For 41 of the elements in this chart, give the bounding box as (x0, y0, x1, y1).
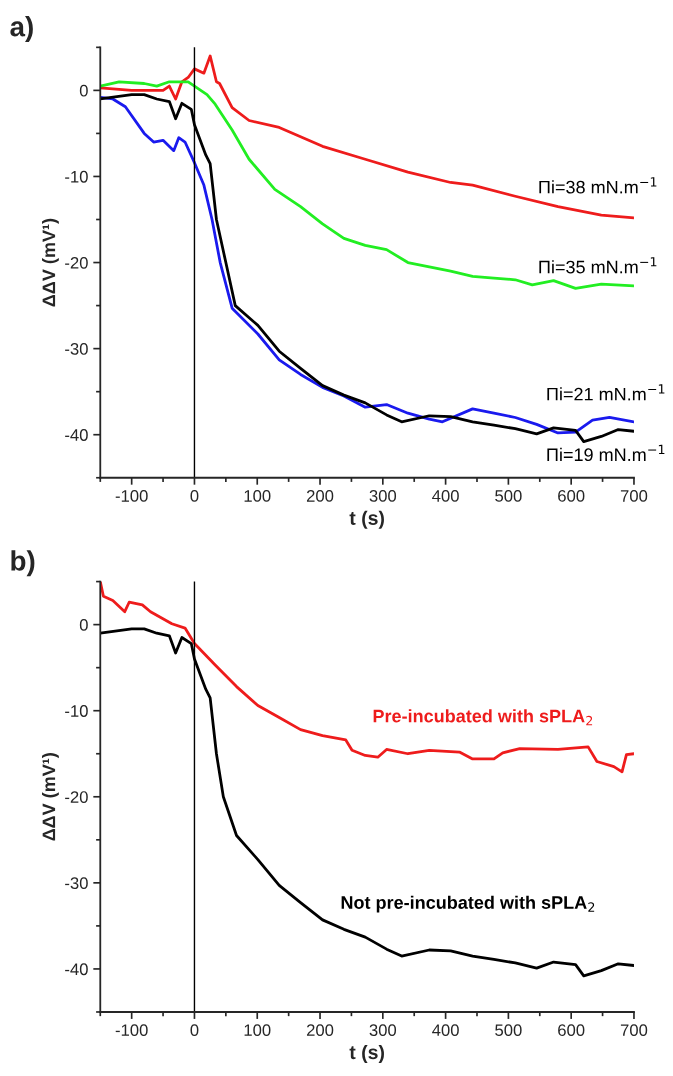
x-tick-label: 200 (306, 489, 334, 502)
y-tick-label: -10 (65, 170, 88, 183)
y-tick-label: -10 (65, 705, 88, 717)
x-tick-label: 0 (190, 489, 199, 502)
x-tick-label: 400 (432, 489, 459, 502)
chart-title: a) (10, 16, 33, 42)
x-axis-title: t (s) (349, 1044, 384, 1063)
line-series (100, 581, 634, 774)
y-tick-label: -30 (65, 877, 88, 890)
x-tick-label: 600 (558, 1024, 585, 1037)
y-tick-label: -20 (65, 791, 88, 803)
y-tick-label: -40 (65, 429, 88, 441)
x-tick-label: 200 (306, 1024, 334, 1037)
y-axis-title: ΔΔV (mV¹) (42, 753, 59, 841)
chart-title: b) (11, 550, 35, 577)
series-label: Pre-incubated with sPLA$_{2}$ (373, 709, 593, 726)
x-tick-label: 0 (190, 1024, 199, 1037)
x-tick-label: 500 (495, 489, 522, 502)
x-axis-title: t (s) (349, 510, 384, 529)
series-label: Πi=35 mN.m$^{−1}$ (539, 257, 657, 274)
x-tick-label: 700 (620, 1024, 648, 1037)
y-tick-label: 0 (79, 84, 88, 97)
y-tick-label: -20 (65, 256, 88, 269)
x-tick-label: 300 (369, 1024, 397, 1037)
y-tick-label: -30 (65, 343, 88, 355)
series-label: Not pre-incubated with sPLA$_{2}$ (341, 895, 595, 913)
x-tick-label: 300 (369, 489, 397, 502)
y-tick-label: 0 (79, 619, 88, 631)
y-axis-title: ΔΔV (mV¹) (42, 218, 59, 307)
x-tick-label: 700 (620, 489, 648, 502)
series-label: Πi=19 mN.m$^{−1}$ (547, 444, 665, 462)
series-label: Πi=38 mN.m$^{−1}$ (539, 177, 657, 194)
y-tick-label: -40 (65, 963, 88, 976)
x-tick-label: 600 (558, 489, 585, 502)
x-tick-label: 400 (432, 1024, 459, 1037)
x-tick-label: 100 (244, 1024, 271, 1037)
x-tick-label: -100 (115, 489, 148, 502)
x-tick-label: -100 (115, 1024, 148, 1037)
x-tick-label: 100 (244, 489, 271, 502)
x-tick-label: 500 (495, 1024, 522, 1037)
series-label: Πi=21 mN.m$^{−1}$ (547, 384, 665, 401)
